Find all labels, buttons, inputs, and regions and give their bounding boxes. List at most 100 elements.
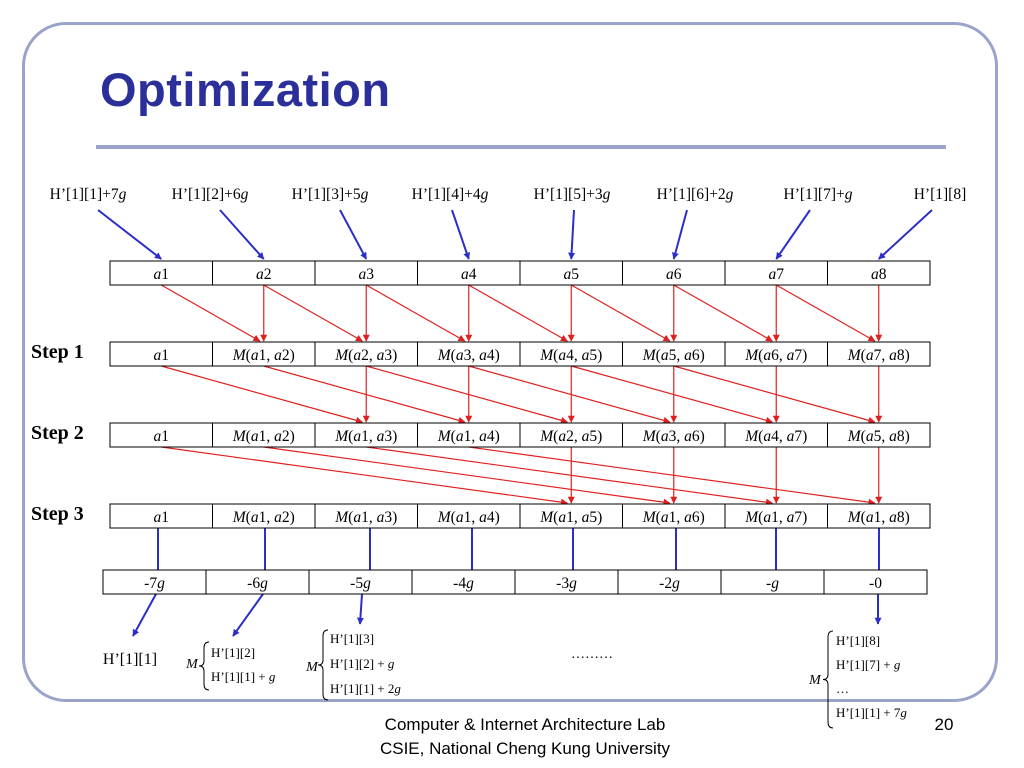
m-symbol-3: M — [305, 660, 319, 675]
input-arrow-2 — [219, 209, 265, 260]
top-label-3: H’[1][3]+5g — [292, 186, 369, 203]
offset-cell-3: -5g — [350, 575, 371, 592]
array-cell-r1-c6: M(a5, a6) — [642, 347, 705, 364]
array-cell-r1-c4: M(a3, a4) — [437, 347, 500, 364]
result2-line-2: H’[1][1] + g — [211, 669, 276, 684]
array-cell-r0-c7: a7 — [769, 266, 785, 283]
red-arrow-diagonal — [366, 446, 773, 506]
array-cell-r1-c2: M(a1, a2) — [232, 347, 295, 364]
top-label-2: H’[1][2]+6g — [172, 186, 249, 203]
offset-cell-6: -2g — [659, 575, 680, 592]
red-arrow-diagonal — [673, 284, 773, 342]
top-label-8: H’[1][8] — [914, 186, 967, 203]
m-symbol-2: M — [185, 657, 199, 672]
offset-cell-2: -6g — [247, 575, 268, 592]
arrow-layer — [97, 209, 933, 637]
array-cell-r2-c5: M(a2, a5) — [539, 428, 602, 445]
footer-lab-name: Computer & Internet Architecture Lab — [384, 715, 666, 734]
red-arrow-diagonal — [468, 446, 876, 506]
array-cell-r0-c2: a2 — [256, 266, 272, 283]
input-arrow-6 — [672, 209, 688, 260]
result3-line-2: H’[1][2] + g — [330, 656, 395, 671]
offset-cell-7: -g — [766, 575, 779, 592]
array-cell-r3-c3: M(a1, a3) — [334, 509, 397, 526]
slide-title: Optimization — [100, 63, 391, 116]
ellipsis: ……… — [571, 647, 613, 662]
array-cell-r0-c3: a3 — [359, 266, 375, 283]
array-cell-r3-c6: M(a1, a6) — [642, 509, 705, 526]
array-cell-r2-c3: M(a1, a3) — [334, 428, 397, 445]
brace-8 — [822, 630, 834, 729]
offset-cell-8: -0 — [869, 575, 882, 592]
offset-cell-1: -7g — [144, 575, 165, 592]
top-label-4: H’[1][4]+4g — [412, 186, 489, 203]
output-arrow-1 — [132, 593, 157, 637]
result-h11: H’[1][1] — [103, 651, 157, 668]
red-arrow-diagonal — [160, 284, 261, 342]
red-arrow-diagonal — [263, 446, 671, 506]
array-cell-r2-c1: a1 — [154, 428, 170, 445]
array-cell-r0-c4: a4 — [461, 266, 477, 283]
red-arrow-diagonal — [365, 284, 466, 342]
array-cell-r1-c5: M(a4, a5) — [539, 347, 602, 364]
result8-line-1: H’[1][8] — [836, 633, 880, 648]
red-arrow-diagonal — [775, 284, 876, 342]
result3-line-1: H’[1][3] — [330, 631, 374, 646]
step-label-2: Step 2 — [31, 422, 84, 444]
array-cell-r3-c1: a1 — [154, 509, 170, 526]
m-symbol-8: M — [808, 673, 822, 688]
red-arrow-diagonal — [468, 284, 568, 342]
array-cell-r3-c4: M(a1, a4) — [437, 509, 500, 526]
step-label-3: Step 3 — [31, 503, 84, 525]
title-rule — [96, 145, 946, 149]
top-label-6: H’[1][6]+2g — [657, 186, 734, 203]
red-arrow-diagonal — [161, 365, 363, 424]
text-layer: H’[1][1]+7g H’[1][2]+6g H’[1][3]+5g H’[1][4… — [31, 186, 966, 720]
array-cell-r0-c8: a8 — [871, 266, 887, 283]
red-arrow-diagonal — [263, 284, 363, 342]
array-cell-r3-c5: M(a1, a5) — [539, 509, 602, 526]
array-cell-r3-c8: M(a1, a8) — [847, 509, 910, 526]
result2-line-1: H’[1][2] — [211, 645, 255, 660]
top-label-1: H’[1][1]+7g — [50, 186, 127, 203]
array-cell-r3-c7: M(a1, a7) — [744, 509, 807, 526]
input-arrow-8 — [878, 209, 933, 260]
input-arrow-5 — [568, 209, 576, 260]
array-cell-r2-c7: M(a4, a7) — [744, 428, 807, 445]
red-arrow-diagonal — [263, 365, 466, 424]
footer-university-name: CSIE, National Cheng Kung University — [379, 739, 671, 758]
array-cell-r1-c8: M(a7, a8) — [847, 347, 910, 364]
array-cell-r0-c6: a6 — [666, 266, 682, 283]
offset-cell-4: -4g — [453, 575, 474, 592]
top-label-7: H’[1][7]+g — [784, 186, 853, 203]
step-label-1: Step 1 — [31, 341, 84, 363]
result8-line-4: H’[1][1] + 7g — [836, 705, 907, 720]
array-cell-r2-c6: M(a3, a6) — [642, 428, 705, 445]
red-arrow-diagonal — [570, 284, 671, 342]
array-cell-r0-c5: a5 — [564, 266, 580, 283]
array-cell-r1-c1: a1 — [154, 347, 170, 364]
brace-2 — [198, 641, 210, 691]
array-cell-r1-c3: M(a2, a3) — [334, 347, 397, 364]
array-cell-r0-c1: a1 — [154, 266, 170, 283]
output-arrow-3 — [356, 593, 364, 625]
top-label-5: H’[1][5]+3g — [534, 186, 611, 203]
red-arrow-diagonal — [366, 365, 568, 424]
input-arrow-1 — [97, 209, 162, 260]
input-arrow-3 — [339, 209, 368, 260]
result8-line-2: H’[1][7] + g — [836, 657, 901, 672]
array-cell-r1-c7: M(a6, a7) — [744, 347, 807, 364]
page-number: 20 — [934, 715, 954, 734]
result8-line-3: … — [836, 681, 849, 696]
brace-3 — [317, 629, 329, 701]
array-cell-r3-c2: M(a1, a2) — [232, 509, 295, 526]
red-arrow-diagonal — [571, 365, 773, 424]
offset-cell-5: -3g — [556, 575, 577, 592]
result3-line-3: H’[1][1] + 2g — [330, 681, 401, 696]
array-cell-r2-c2: M(a1, a2) — [232, 428, 295, 445]
array-cell-r2-c4: M(a1, a4) — [437, 428, 500, 445]
output-arrow-2 — [232, 593, 264, 637]
input-arrow-7 — [775, 209, 811, 260]
array-layer — [102, 260, 931, 729]
